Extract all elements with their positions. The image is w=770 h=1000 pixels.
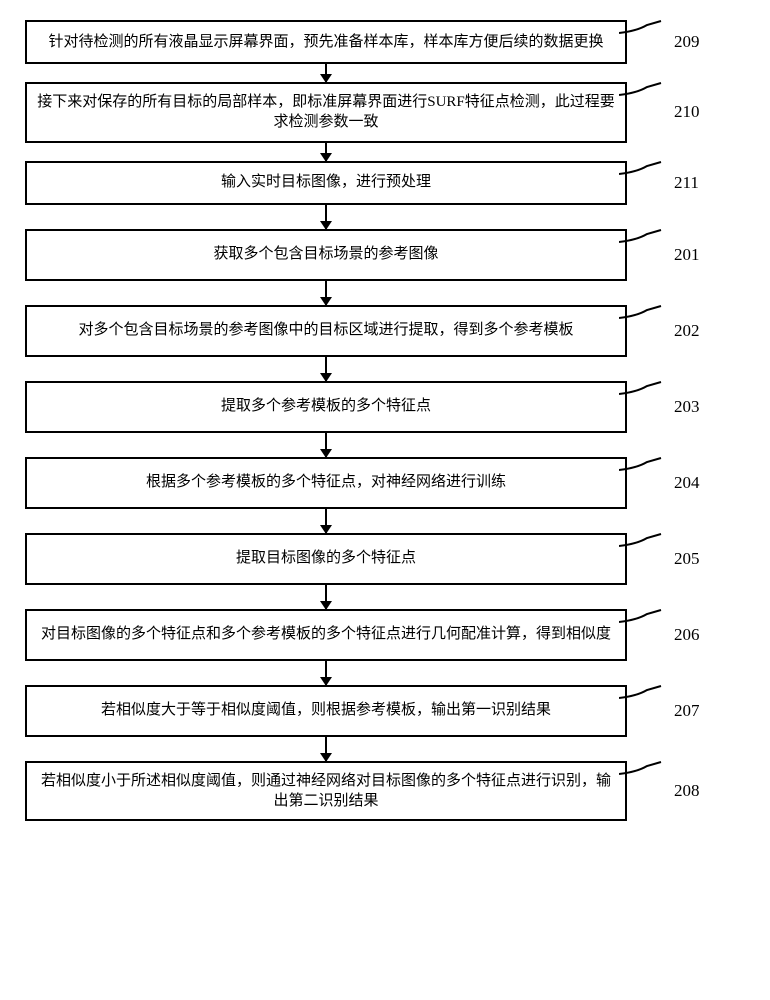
flow-step-label: 203	[662, 397, 734, 417]
flow-step-label: 202	[662, 321, 734, 341]
flow-step-label: 209	[662, 32, 734, 52]
flow-arrow	[25, 737, 627, 761]
leader-line	[627, 384, 662, 386]
flow-step-box: 获取多个包含目标场景的参考图像	[25, 229, 627, 281]
flow-step-label: 206	[662, 625, 734, 645]
flow-step-label: 208	[662, 781, 734, 801]
flowchart-container: 针对待检测的所有液晶显示屏幕界面，预先准备样本库，样本库方便后续的数据更换 20…	[25, 20, 745, 821]
leader-line	[627, 23, 662, 25]
flow-step: 对目标图像的多个特征点和多个参考模板的多个特征点进行几何配准计算，得到相似度 2…	[25, 609, 745, 661]
flow-step-box: 提取目标图像的多个特征点	[25, 533, 627, 585]
flow-step-box: 接下来对保存的所有目标的局部样本，即标准屏幕界面进行SURF特征点检测，此过程要…	[25, 82, 627, 143]
flow-step-label: 205	[662, 549, 734, 569]
flow-step-box: 输入实时目标图像，进行预处理	[25, 161, 627, 205]
flow-arrow	[25, 585, 627, 609]
flow-step: 提取目标图像的多个特征点 205	[25, 533, 745, 585]
flow-step-box: 提取多个参考模板的多个特征点	[25, 381, 627, 433]
leader-line	[627, 764, 662, 766]
flow-step-label: 211	[662, 173, 734, 193]
flow-step-box: 对多个包含目标场景的参考图像中的目标区域进行提取，得到多个参考模板	[25, 305, 627, 357]
leader-line	[627, 536, 662, 538]
flow-step-label: 207	[662, 701, 734, 721]
flow-step: 对多个包含目标场景的参考图像中的目标区域进行提取，得到多个参考模板 202	[25, 305, 745, 357]
flow-step-label: 210	[662, 102, 734, 122]
flow-step-label: 201	[662, 245, 734, 265]
leader-line	[627, 460, 662, 462]
flow-step: 若相似度大于等于相似度阈值，则根据参考模板，输出第一识别结果 207	[25, 685, 745, 737]
flow-step-box: 对目标图像的多个特征点和多个参考模板的多个特征点进行几何配准计算，得到相似度	[25, 609, 627, 661]
flow-arrow	[25, 281, 627, 305]
flow-arrow	[25, 509, 627, 533]
flow-step-box: 若相似度小于所述相似度阈值，则通过神经网络对目标图像的多个特征点进行识别，输出第…	[25, 761, 627, 822]
flow-step: 若相似度小于所述相似度阈值，则通过神经网络对目标图像的多个特征点进行识别，输出第…	[25, 761, 745, 822]
flow-arrow	[25, 143, 627, 161]
leader-line	[627, 612, 662, 614]
flow-arrow	[25, 205, 627, 229]
leader-line	[627, 308, 662, 310]
flow-step-box: 若相似度大于等于相似度阈值，则根据参考模板，输出第一识别结果	[25, 685, 627, 737]
flow-step: 获取多个包含目标场景的参考图像 201	[25, 229, 745, 281]
flow-step: 提取多个参考模板的多个特征点 203	[25, 381, 745, 433]
flow-step-box: 根据多个参考模板的多个特征点，对神经网络进行训练	[25, 457, 627, 509]
flow-arrow	[25, 433, 627, 457]
flow-step: 根据多个参考模板的多个特征点，对神经网络进行训练 204	[25, 457, 745, 509]
flow-arrow	[25, 357, 627, 381]
leader-line	[627, 232, 662, 234]
flow-step: 输入实时目标图像，进行预处理 211	[25, 161, 745, 205]
flow-step-box: 针对待检测的所有液晶显示屏幕界面，预先准备样本库，样本库方便后续的数据更换	[25, 20, 627, 64]
flow-step: 接下来对保存的所有目标的局部样本，即标准屏幕界面进行SURF特征点检测，此过程要…	[25, 82, 745, 143]
leader-line	[627, 164, 662, 166]
leader-line	[627, 85, 662, 87]
flow-step: 针对待检测的所有液晶显示屏幕界面，预先准备样本库，样本库方便后续的数据更换 20…	[25, 20, 745, 64]
flow-arrow	[25, 64, 627, 82]
flow-arrow	[25, 661, 627, 685]
flow-step-label: 204	[662, 473, 734, 493]
leader-line	[627, 688, 662, 690]
